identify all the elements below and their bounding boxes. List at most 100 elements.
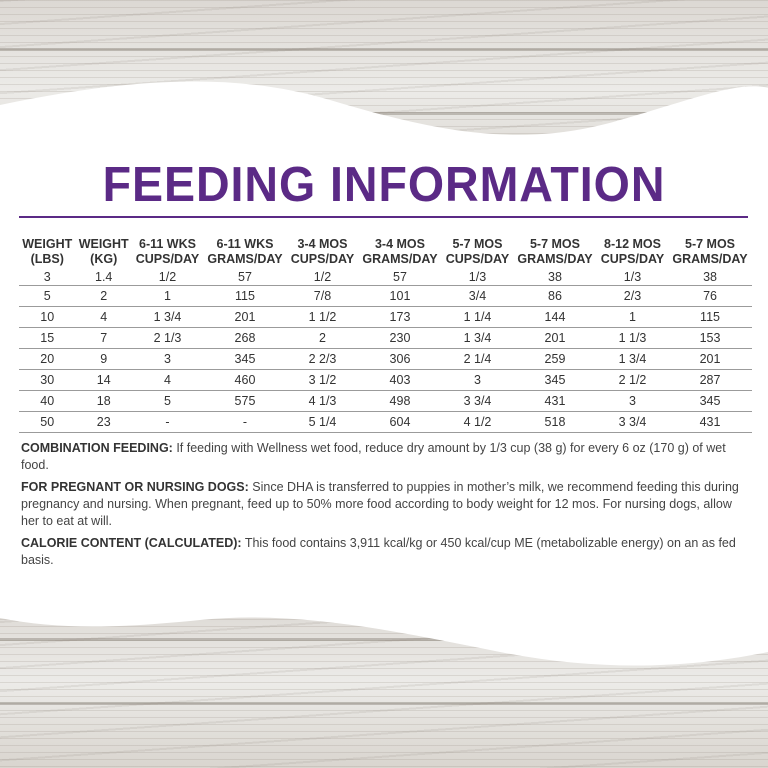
table-cell: 460 bbox=[203, 369, 287, 391]
table-cell: 1/2 bbox=[131, 268, 204, 286]
table-cell: 268 bbox=[203, 327, 287, 349]
column-header-line: CUPS/DAY bbox=[135, 252, 200, 266]
table-cell: 30 bbox=[19, 369, 76, 391]
table-cell: 3/4 bbox=[441, 285, 514, 307]
table-cell: 50 bbox=[19, 411, 76, 433]
column-header-line: GRAMS/DAY bbox=[362, 252, 438, 266]
table-cell: 575 bbox=[203, 390, 287, 412]
table-cell: 1/3 bbox=[441, 268, 514, 286]
table-cell: 101 bbox=[358, 285, 442, 307]
table-cell: 498 bbox=[358, 390, 442, 412]
column-header-line: CUPS/DAY bbox=[290, 252, 355, 266]
table-cell: 431 bbox=[513, 390, 597, 412]
table-cell: 230 bbox=[358, 327, 442, 349]
table-cell: 5 1/4 bbox=[286, 411, 359, 433]
column-header-line: CUPS/DAY bbox=[600, 252, 665, 266]
page-title: FEEDING INFORMATION bbox=[102, 158, 666, 212]
table-cell: 306 bbox=[358, 348, 442, 370]
column-header-line: GRAMS/DAY bbox=[672, 252, 748, 266]
table-cell: 57 bbox=[203, 268, 287, 286]
table-cell: 1/3 bbox=[596, 268, 669, 286]
table-cell: 38 bbox=[513, 268, 597, 286]
table-cell: 3 bbox=[441, 369, 514, 391]
column-header-line: GRAMS/DAY bbox=[207, 252, 283, 266]
note-pregnant-nursing: FOR PREGNANT OR NURSING DOGS: Since DHA … bbox=[21, 479, 751, 530]
table-cell: 173 bbox=[358, 306, 442, 328]
table-cell: 403 bbox=[358, 369, 442, 391]
column-header-line: GRAMS/DAY bbox=[517, 252, 593, 266]
table-cell: 4 bbox=[75, 306, 132, 328]
column-header-line: 5-7 MOS bbox=[452, 237, 503, 251]
table-cell: 4 1/2 bbox=[441, 411, 514, 433]
table-cell: 201 bbox=[203, 306, 287, 328]
column-header-line: 5-7 MOS bbox=[529, 237, 580, 251]
column-header: 3-4 MOS GRAMS/DAY bbox=[358, 237, 442, 268]
table-cell: 1 3/4 bbox=[131, 306, 204, 328]
table-cell: - bbox=[131, 411, 204, 433]
table-cell: 15 bbox=[19, 327, 76, 349]
note-label: COMBINATION FEEDING: bbox=[21, 441, 173, 455]
column-header-line: 8-12 MOS bbox=[604, 237, 661, 251]
table-cell: 9 bbox=[75, 348, 132, 370]
table-row: 40 18 5 575 4 1/3 498 3 3/4 431 3 345 bbox=[19, 390, 752, 412]
table-cell: 2 2/3 bbox=[286, 348, 359, 370]
column-header-line: CUPS/DAY bbox=[445, 252, 510, 266]
table-cell: 144 bbox=[513, 306, 597, 328]
table-row: 20 9 3 345 2 2/3 306 2 1/4 259 1 3/4 201 bbox=[19, 348, 752, 370]
table-cell: 2/3 bbox=[596, 285, 669, 307]
feeding-table: WEIGHT (LBS) WEIGHT (KG) 6-11 WKS CUPS/DAY 6-1… bbox=[19, 237, 752, 433]
table-cell: 86 bbox=[513, 285, 597, 307]
column-header-line: 6-11 WKS bbox=[216, 237, 274, 251]
table-cell: 115 bbox=[668, 306, 752, 328]
note-label: FOR PREGNANT OR NURSING DOGS: bbox=[21, 480, 249, 494]
table-cell: 4 bbox=[131, 369, 204, 391]
column-header-line: 5-7 MOS bbox=[685, 237, 736, 251]
column-header: 5-7 MOS GRAMS/DAY bbox=[513, 237, 597, 268]
note-text: This food contains 3,911 kcal/kg or 450 … bbox=[21, 536, 736, 567]
table-cell: 38 bbox=[668, 268, 752, 286]
column-header-line: (KG) bbox=[90, 252, 118, 266]
table-cell: - bbox=[203, 411, 287, 433]
table-cell: 3 1/2 bbox=[286, 369, 359, 391]
table-cell: 201 bbox=[513, 327, 597, 349]
table-cell: 345 bbox=[668, 390, 752, 412]
table-cell: 2 1/4 bbox=[441, 348, 514, 370]
table-cell: 3 3/4 bbox=[596, 411, 669, 433]
table-row: 50 23- -5 1/4 604 4 1/2 518 3 3/4 431 bbox=[19, 411, 752, 433]
table-cell: 1 3/4 bbox=[596, 348, 669, 370]
table-cell: 1 bbox=[596, 306, 669, 328]
table-cell: 1 1/3 bbox=[596, 327, 669, 349]
table-cell: 7/8 bbox=[286, 285, 359, 307]
table-cell: 2 1/3 bbox=[131, 327, 204, 349]
table-cell: 201 bbox=[668, 348, 752, 370]
note-text: Since DHA is transferred to puppies in m… bbox=[21, 480, 739, 528]
column-header: 3-4 MOS CUPS/DAY bbox=[287, 237, 358, 268]
column-header-line: (LBS) bbox=[30, 252, 64, 266]
table-row: 5 2 1 115 7/8 101 3/4 86 2/3 76 bbox=[19, 285, 752, 307]
note-calorie-content: CALORIE CONTENT (CALCULATED): This food … bbox=[21, 535, 751, 569]
table-cell: 2 bbox=[75, 285, 132, 307]
table-cell: 7 bbox=[75, 327, 132, 349]
table-cell: 2 1/2 bbox=[596, 369, 669, 391]
column-header: WEIGHT (KG) bbox=[75, 237, 131, 268]
column-header-line: WEIGHT bbox=[78, 237, 129, 251]
table-cell: 18 bbox=[75, 390, 132, 412]
title-divider bbox=[19, 216, 748, 218]
table-header-row: WEIGHT (LBS) WEIGHT (KG) 6-11 WKS CUPS/DAY 6-1… bbox=[19, 237, 752, 268]
table-cell: 5 bbox=[131, 390, 204, 412]
table-cell: 1 bbox=[131, 285, 204, 307]
note-text: If feeding with Wellness wet food, reduc… bbox=[21, 441, 726, 472]
column-header-line: 3-4 MOS bbox=[297, 237, 348, 251]
note-combination-feeding: COMBINATION FEEDING: If feeding with Wel… bbox=[21, 440, 751, 474]
table-cell: 115 bbox=[203, 285, 287, 307]
table-cell: 3 bbox=[19, 268, 76, 286]
table-row: 15 7 2 1/3 268 2 230 1 3/4 201 1 1/3 153 bbox=[19, 327, 752, 349]
column-header: 5-7 MOS CUPS/DAY bbox=[442, 237, 513, 268]
table-cell: 1 1/4 bbox=[441, 306, 514, 328]
table-body: 3 1.4 1/2 57 1/2 57 1/3 38 1/3 38 5 2 1 115 7/8 101 3/4 8… bbox=[19, 268, 752, 433]
table-cell: 1.4 bbox=[75, 268, 132, 286]
table-cell: 345 bbox=[203, 348, 287, 370]
table-cell: 3 bbox=[131, 348, 204, 370]
table-cell: 431 bbox=[668, 411, 752, 433]
table-cell: 3 3/4 bbox=[441, 390, 514, 412]
